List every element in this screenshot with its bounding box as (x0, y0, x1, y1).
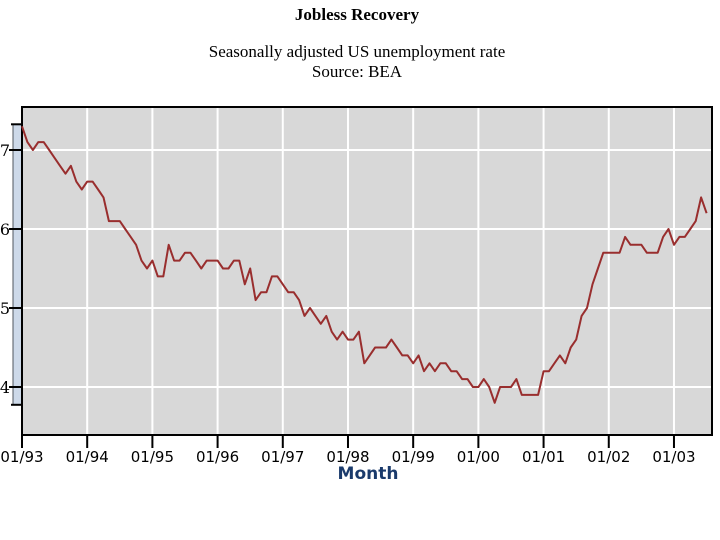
unemployment-line (21, 125, 708, 404)
chart-subtitle: Seasonally adjusted US unemployment rate (208, 42, 506, 61)
chart-source: Source: BEA (311, 62, 403, 81)
x-tick-label: 01/02 (587, 448, 630, 466)
page-title: Jobless Recovery (294, 5, 420, 24)
y-tick-label: 6 (0, 220, 10, 239)
x-tick-label: 01/99 (392, 448, 435, 466)
y-tick-label: 7 (0, 141, 10, 160)
x-tick-label: 01/01 (522, 448, 565, 466)
y-tick-label: 4 (0, 378, 10, 397)
y-tick-label: 5 (0, 299, 10, 318)
x-tick-label: 01/96 (196, 448, 239, 466)
x-tick-label: 01/93 (0, 448, 43, 466)
x-tick-label: 01/00 (457, 448, 500, 466)
x-axis-title: Month (337, 464, 399, 484)
x-tick-label: 01/95 (131, 448, 174, 466)
x-tick-label: 01/94 (66, 448, 109, 466)
y-axis-range-strip (12, 123, 23, 406)
x-tick-label: 01/03 (652, 448, 695, 466)
x-tick-label: 01/97 (261, 448, 304, 466)
x-tick-label: 01/98 (326, 448, 369, 466)
plot-border (21, 106, 713, 436)
